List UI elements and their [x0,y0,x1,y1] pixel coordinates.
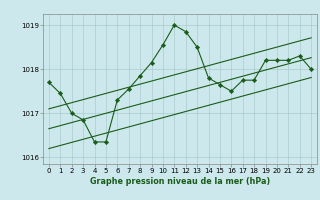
X-axis label: Graphe pression niveau de la mer (hPa): Graphe pression niveau de la mer (hPa) [90,177,270,186]
